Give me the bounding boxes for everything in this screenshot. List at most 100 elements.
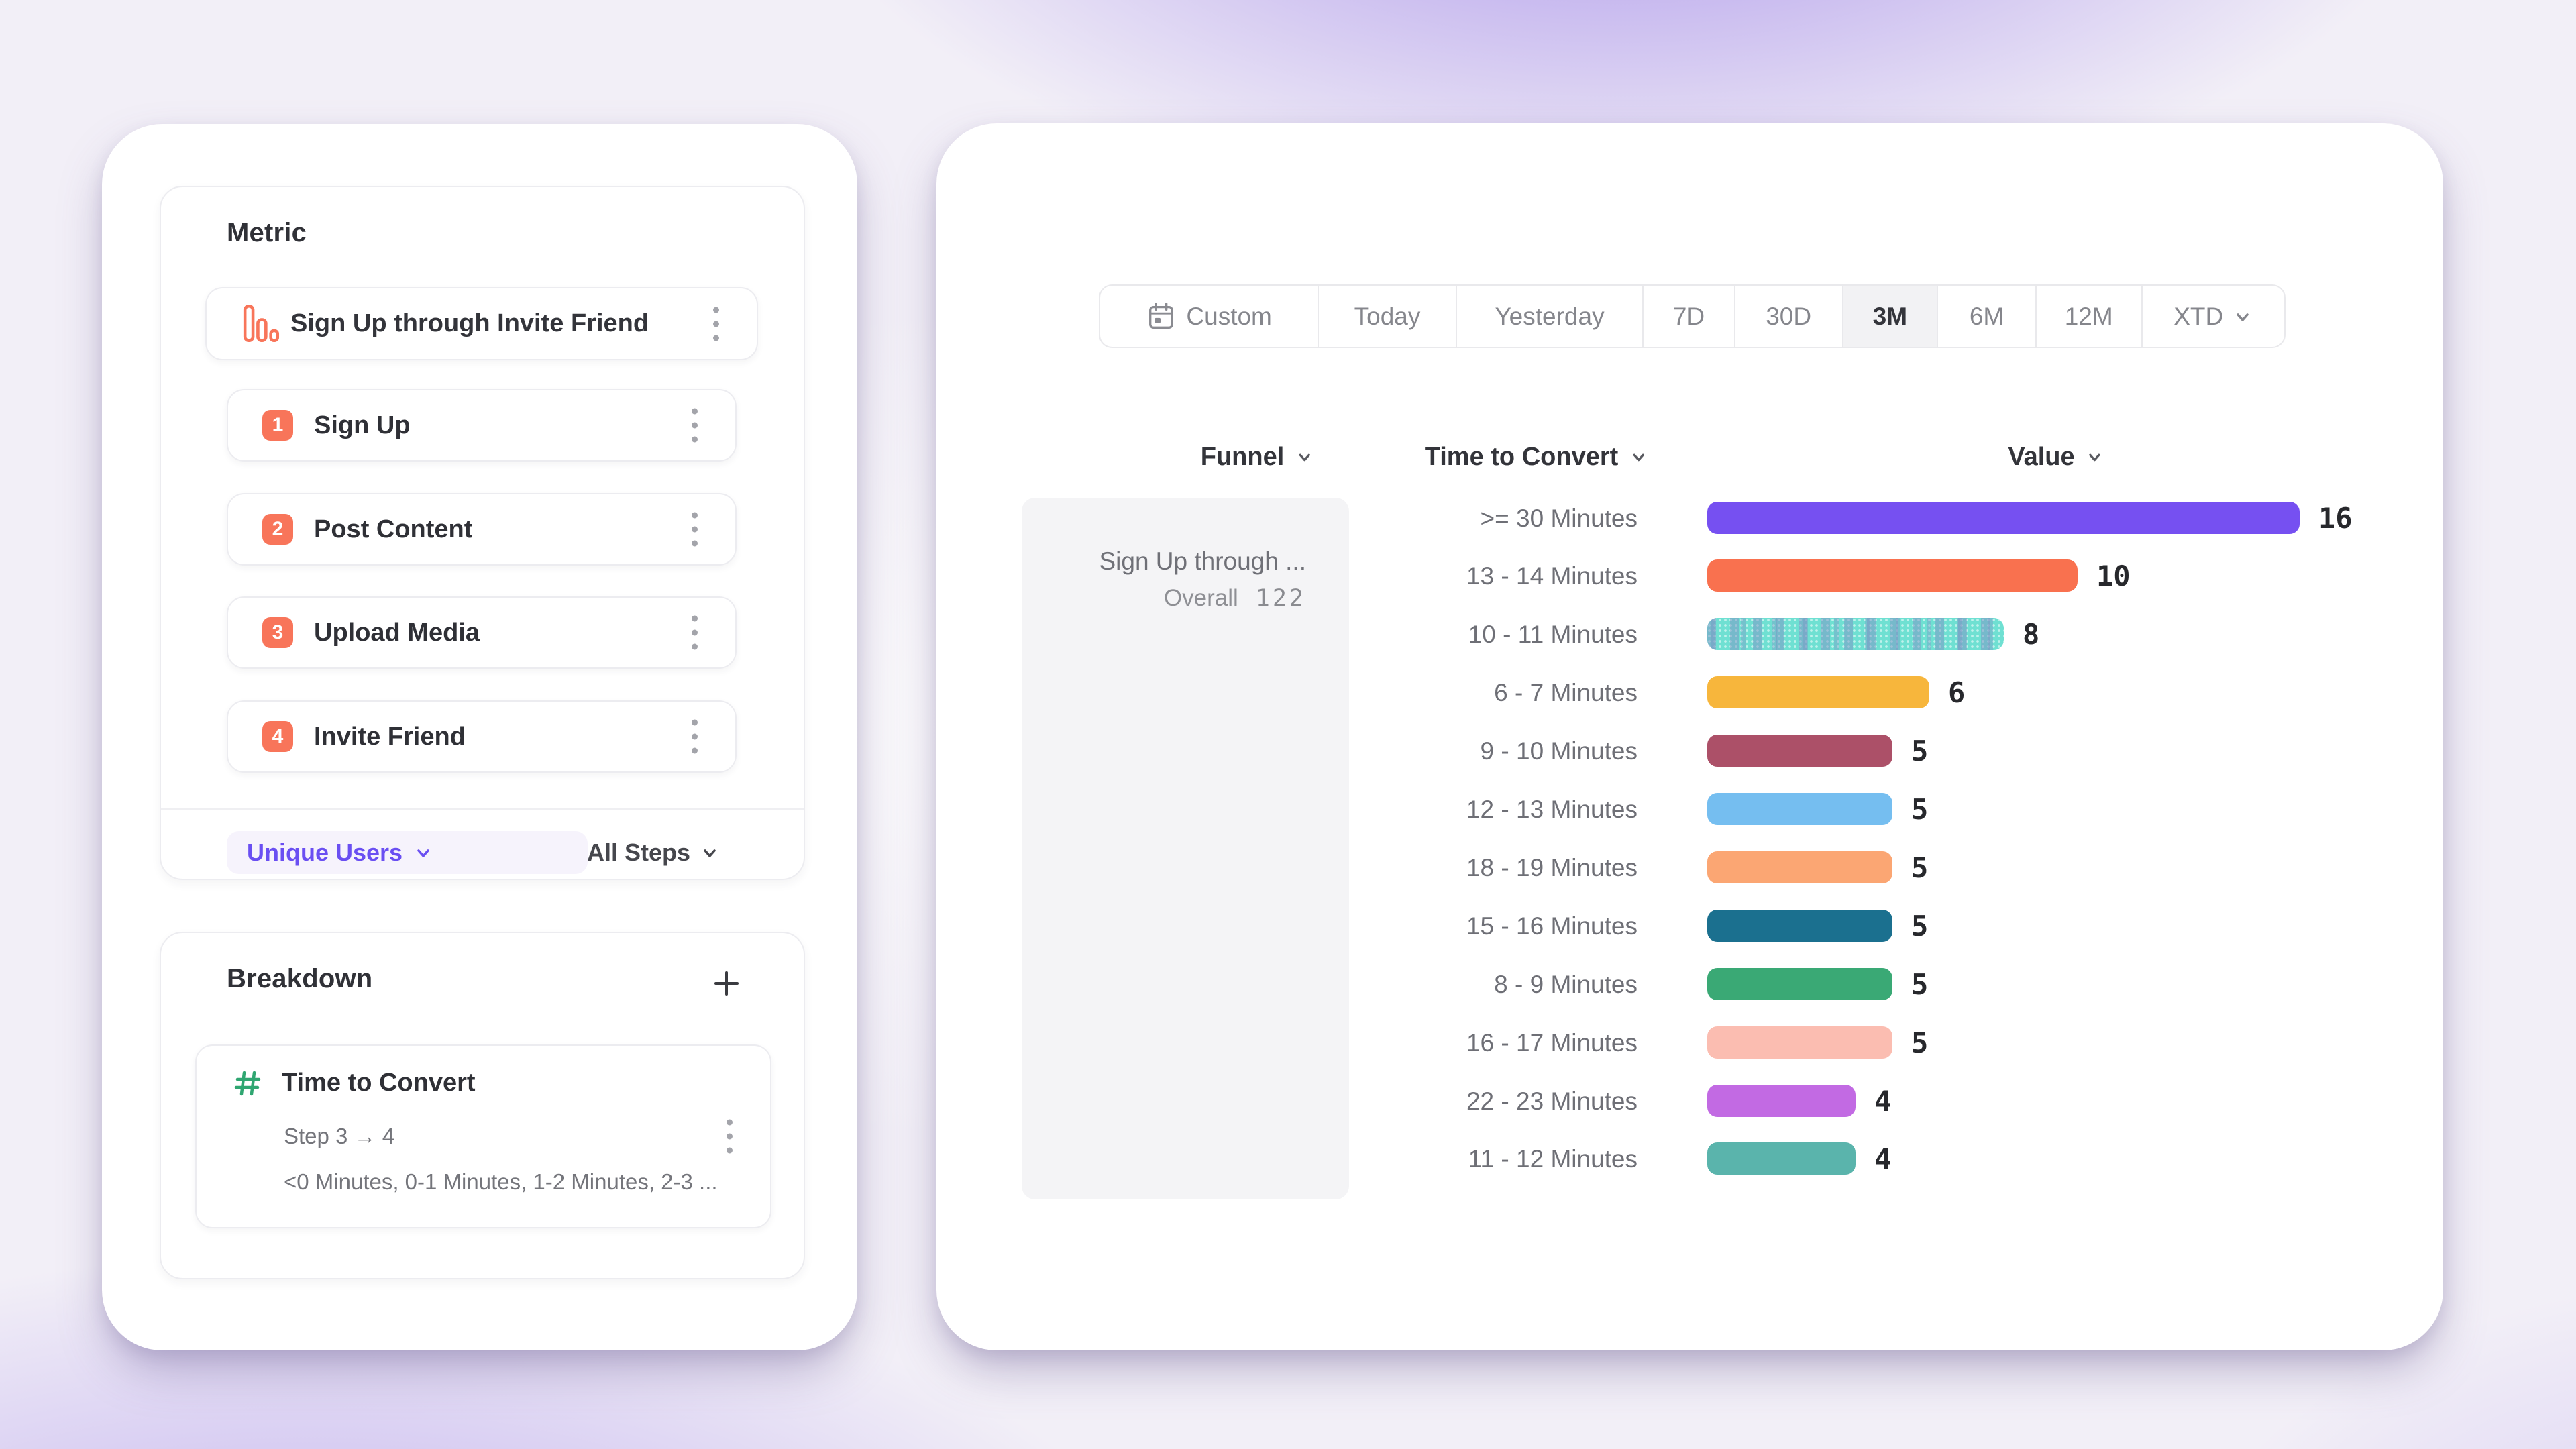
value-bar[interactable] — [1707, 910, 1892, 942]
funnel-metric-menu-button[interactable] — [709, 303, 723, 345]
measurement-dropdown[interactable]: Unique Users — [227, 831, 588, 874]
overall-value: 122 — [1255, 585, 1306, 612]
breakdown-section-title: Breakdown — [227, 964, 373, 994]
breakdown-property-menu-button[interactable] — [722, 1116, 737, 1158]
bar-row: 10 - 11 Minutes 8 — [936, 605, 2443, 663]
funnel-step-row-2[interactable]: 2 Post Content — [227, 492, 737, 566]
bar-row: 13 - 14 Minutes 10 — [936, 547, 2443, 605]
report-panel: Custom Today Yesterday 7D 30D 3M 6M 12M XTD Funn… — [936, 123, 2443, 1350]
date-range-option-custom[interactable]: Custom — [1100, 286, 1320, 347]
funnel-row-cell[interactable]: Sign Up through ... Overall 122 — [1022, 498, 1349, 1199]
value-bar[interactable] — [1707, 793, 1892, 825]
bar-value: 10 — [2096, 559, 2131, 592]
step-menu-button[interactable] — [688, 715, 702, 757]
bar-row: 8 - 9 Minutes 5 — [936, 955, 2443, 1014]
chevron-down-icon — [1299, 453, 1310, 462]
date-range-option-today[interactable]: Today — [1319, 286, 1457, 347]
value-bar[interactable] — [1707, 1026, 1892, 1059]
bar-value: 5 — [1911, 793, 1929, 826]
funnel-row-overall: Overall 122 — [1042, 585, 1306, 612]
bar-row: 16 - 17 Minutes 5 — [936, 1014, 2443, 1072]
steps-filter-dropdown[interactable]: All Steps — [587, 831, 720, 874]
query-builder-panel: Metric Sign Up through Invite Friend 1 Si… — [102, 124, 857, 1350]
value-bar[interactable] — [1707, 559, 2078, 592]
date-range-option-3m[interactable]: 3M — [1843, 286, 1939, 347]
value-bar[interactable] — [1707, 968, 1892, 1000]
bar-chart-icon — [239, 301, 283, 345]
value-bar[interactable] — [1707, 502, 2300, 534]
bucket-label: 15 - 16 Minutes — [1466, 912, 1638, 940]
value-bar[interactable] — [1707, 1142, 1856, 1175]
date-range-option-xtd[interactable]: XTD — [2143, 286, 2285, 347]
bar-row: 15 - 16 Minutes 5 — [936, 897, 2443, 955]
step-number-badge: 4 — [262, 720, 293, 752]
funnel-step-row-1[interactable]: 1 Sign Up — [227, 389, 737, 462]
chevron-down-icon — [1633, 453, 1644, 462]
value-bar[interactable] — [1707, 1085, 1856, 1117]
step-label: Sign Up — [314, 411, 411, 439]
bar-row: 18 - 19 Minutes 5 — [936, 839, 2443, 897]
column-header-time-to-convert[interactable]: Time to Convert — [1425, 437, 1648, 476]
breakdown-card: Breakdown Time to Convert — [160, 932, 805, 1279]
bucket-label: 16 - 17 Minutes — [1466, 1029, 1638, 1057]
bucket-label: 13 - 14 Minutes — [1466, 562, 1638, 590]
bar-value: 8 — [2023, 618, 2040, 651]
date-range-option-6m[interactable]: 6M — [1938, 286, 2037, 347]
metric-footer: Unique Users All Steps — [161, 808, 804, 879]
bar-row: 11 - 12 Minutes 4 — [936, 1130, 2443, 1188]
bucket-label: 11 - 12 Minutes — [1468, 1145, 1638, 1173]
value-bar[interactable] — [1707, 676, 1929, 708]
add-breakdown-button[interactable] — [711, 968, 742, 999]
date-range-option-yesterday[interactable]: Yesterday — [1457, 286, 1644, 347]
bar-row: 6 - 7 Minutes 6 — [936, 663, 2443, 722]
bar-chart: >= 30 Minutes 16 13 - 14 Minutes 10 10 - 11 … — [936, 123, 2443, 1350]
date-range-option-label: Today — [1354, 302, 1421, 330]
bar-value: 5 — [1911, 735, 1929, 767]
value-bar[interactable] — [1707, 851, 1892, 883]
step-number-badge: 1 — [262, 410, 293, 441]
metric-card: Metric Sign Up through Invite Friend 1 Si… — [160, 186, 805, 880]
date-range-option-label: 7D — [1672, 302, 1705, 330]
bar-row: >= 30 Minutes 16 — [936, 489, 2443, 547]
column-header-time-to-convert-label: Time to Convert — [1424, 442, 1619, 471]
overall-label: Overall — [1163, 585, 1238, 611]
bucket-label: 9 - 10 Minutes — [1480, 737, 1638, 765]
date-range-option-label: 6M — [1969, 302, 2004, 330]
funnel-metric-row[interactable]: Sign Up through Invite Friend — [205, 287, 758, 360]
bar-value: 5 — [1911, 968, 1929, 1001]
breakdown-property-row[interactable]: Time to Convert Step 3 → 4 <0 Minutes, 0… — [195, 1044, 771, 1228]
chevron-down-icon — [2089, 453, 2100, 462]
hash-icon — [231, 1067, 264, 1099]
column-header-funnel[interactable]: Funnel — [1201, 437, 1314, 476]
bucket-label: 6 - 7 Minutes — [1494, 679, 1638, 706]
bucket-label: 10 - 11 Minutes — [1468, 621, 1638, 648]
chevron-down-icon — [2237, 313, 2249, 321]
bucket-label: 22 - 23 Minutes — [1466, 1087, 1638, 1115]
date-range-option-label: 3M — [1872, 302, 1908, 330]
bar-row: 22 - 23 Minutes 4 — [936, 1072, 2443, 1130]
date-range-option-7d[interactable]: 7D — [1644, 286, 1735, 347]
breakdown-property-name: Time to Convert — [282, 1069, 476, 1097]
date-range-option-12m[interactable]: 12M — [2037, 286, 2143, 347]
bar-value: 6 — [1948, 676, 1966, 709]
step-menu-button[interactable] — [688, 612, 702, 654]
bar-value: 5 — [1911, 851, 1929, 884]
value-bar[interactable] — [1707, 618, 2004, 650]
column-header-value[interactable]: Value — [2008, 437, 2104, 476]
funnel-step-row-3[interactable]: 3 Upload Media — [227, 596, 737, 669]
chevron-down-icon — [704, 849, 716, 857]
bar-row: 12 - 13 Minutes 5 — [936, 780, 2443, 839]
date-range-option-30d[interactable]: 30D — [1735, 286, 1843, 347]
value-bar[interactable] — [1707, 735, 1892, 767]
bucket-label: 18 - 19 Minutes — [1466, 854, 1638, 881]
bar-value: 4 — [1874, 1085, 1892, 1118]
funnel-step-row-4[interactable]: 4 Invite Friend — [227, 700, 737, 773]
steps-filter-label: All Steps — [586, 839, 690, 866]
step-number-badge: 2 — [262, 513, 293, 545]
measurement-dropdown-label: Unique Users — [247, 839, 403, 866]
plus-icon — [714, 971, 739, 996]
step-label: Invite Friend — [314, 722, 466, 751]
step-menu-button[interactable] — [688, 405, 702, 447]
breakdown-buckets-preview: <0 Minutes, 0-1 Minutes, 1-2 Minutes, 2-… — [284, 1169, 718, 1194]
step-menu-button[interactable] — [688, 508, 702, 550]
